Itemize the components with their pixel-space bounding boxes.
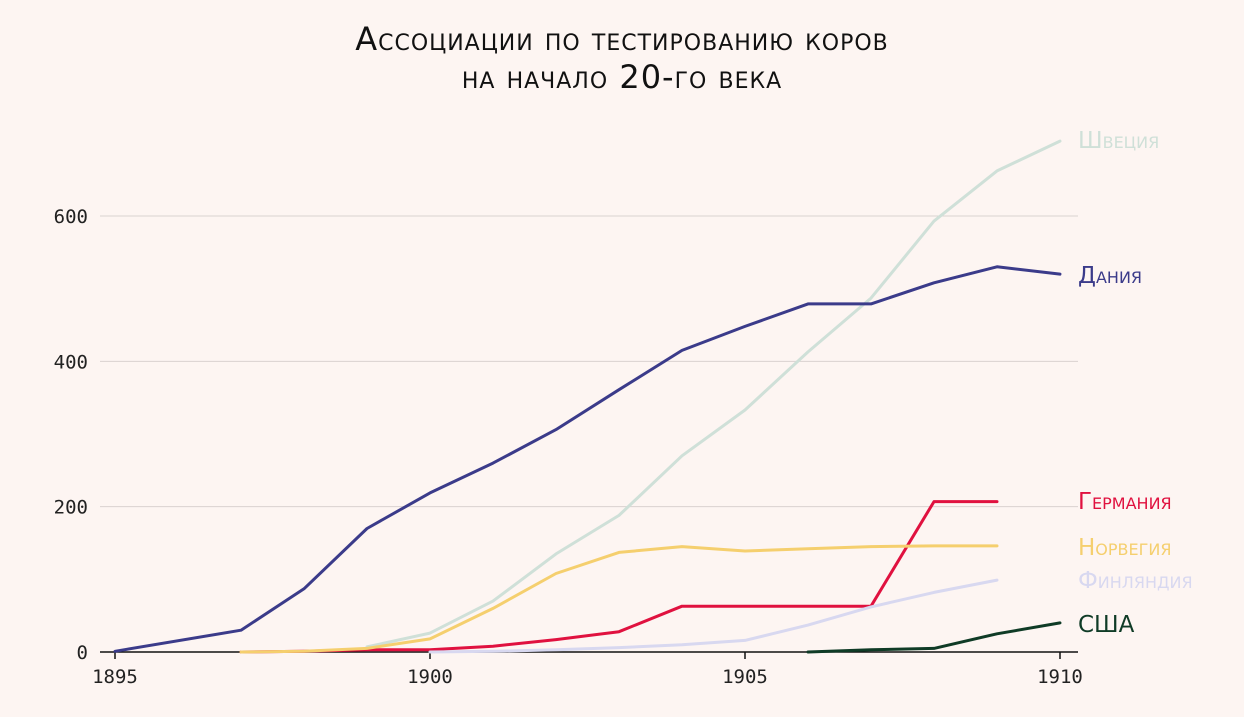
series-line-5: [806, 621, 1062, 654]
y-tick-label: 400: [54, 351, 88, 373]
series-label-2: Германия: [1078, 489, 1172, 515]
grid-lines: [100, 215, 1078, 508]
x-tick-label: 1910: [1037, 666, 1083, 688]
series-label-5: США: [1078, 612, 1135, 638]
series-line-4: [428, 578, 999, 654]
x-tick-label: 1905: [722, 666, 768, 688]
chart-title-line-2: на начало 20-го века: [461, 58, 783, 96]
series-line-0: [365, 139, 1062, 649]
y-tick-label: 0: [77, 642, 88, 664]
y-tick-label: 600: [54, 206, 88, 228]
series-label-0: Швеция: [1078, 128, 1159, 154]
series-label-1: Дания: [1078, 263, 1142, 289]
x-tick-label: 1900: [407, 666, 453, 688]
series-lines: [113, 139, 1062, 654]
series-labels: Швеция Дания Германия Норвегия Финляндия США: [1078, 128, 1193, 638]
y-tick-label: 200: [54, 497, 88, 519]
chart-title-line-1: Ассоциации по тестированию коров: [355, 20, 889, 58]
series-line-1: [113, 265, 1062, 653]
series-line-3: [239, 544, 999, 654]
series-label-4: Финляндия: [1078, 568, 1193, 594]
series-label-3: Норвегия: [1078, 535, 1171, 561]
chart-title: Ассоциации по тестированию коров на нача…: [0, 20, 1244, 96]
axes: 0 200 400 600 1895 1900 1905 1910: [54, 206, 1083, 688]
series-line-2: [239, 500, 999, 654]
x-tick-label: 1895: [92, 666, 138, 688]
